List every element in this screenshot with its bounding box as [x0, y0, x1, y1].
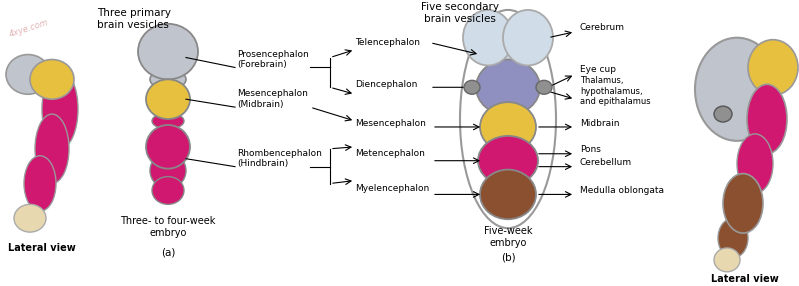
Ellipse shape: [152, 113, 184, 129]
Ellipse shape: [486, 34, 530, 69]
Text: Mesencephalon
(Midbrain): Mesencephalon (Midbrain): [237, 90, 308, 109]
Text: Lateral view: Lateral view: [711, 274, 779, 284]
Ellipse shape: [24, 156, 56, 211]
Text: Metencephalon: Metencephalon: [355, 149, 425, 158]
Text: Thalamus,
hypothalamus,
and epithalamus: Thalamus, hypothalamus, and epithalamus: [580, 76, 650, 106]
Ellipse shape: [152, 176, 184, 204]
Text: Eye cup: Eye cup: [580, 65, 616, 74]
Text: Three primary
brain vesicles: Three primary brain vesicles: [97, 8, 171, 29]
Text: Prosencephalon
(Forebrain): Prosencephalon (Forebrain): [237, 50, 308, 69]
Ellipse shape: [463, 10, 513, 65]
Text: 4xye.com: 4xye.com: [8, 18, 50, 39]
Ellipse shape: [714, 248, 740, 272]
Text: Five-week
embryo: Five-week embryo: [483, 226, 532, 248]
Ellipse shape: [14, 204, 46, 232]
Text: Five secondary
brain vesicles: Five secondary brain vesicles: [421, 2, 499, 23]
Ellipse shape: [737, 134, 773, 193]
Ellipse shape: [478, 136, 538, 186]
Text: Mesencephalon: Mesencephalon: [355, 120, 426, 128]
Text: Cerebellum: Cerebellum: [580, 158, 632, 167]
Text: Telencephalon: Telencephalon: [355, 38, 420, 47]
Text: Three- to four-week
embryo: Three- to four-week embryo: [121, 216, 216, 238]
Ellipse shape: [30, 59, 74, 99]
Ellipse shape: [536, 80, 552, 94]
Text: Lateral view: Lateral view: [8, 243, 76, 253]
Ellipse shape: [476, 59, 540, 115]
Text: Medulla oblongata: Medulla oblongata: [580, 186, 664, 195]
Text: Midbrain: Midbrain: [580, 118, 619, 128]
Ellipse shape: [6, 55, 50, 94]
Ellipse shape: [150, 153, 186, 188]
Ellipse shape: [150, 69, 186, 89]
Ellipse shape: [146, 79, 190, 119]
Text: (a): (a): [161, 248, 175, 258]
Ellipse shape: [695, 38, 779, 141]
Ellipse shape: [718, 218, 748, 258]
Ellipse shape: [35, 114, 69, 184]
Text: Diencephalon: Diencephalon: [355, 80, 417, 89]
Text: (b): (b): [501, 253, 515, 263]
Ellipse shape: [146, 125, 190, 169]
Ellipse shape: [503, 10, 553, 65]
Ellipse shape: [460, 10, 556, 228]
Text: Cerebrum: Cerebrum: [580, 23, 625, 32]
Ellipse shape: [748, 40, 798, 95]
Ellipse shape: [464, 80, 480, 94]
Text: Rhombencephalon
(Hindbrain): Rhombencephalon (Hindbrain): [237, 149, 322, 168]
Ellipse shape: [714, 106, 732, 122]
Ellipse shape: [723, 174, 763, 233]
Ellipse shape: [480, 102, 536, 152]
Text: Pons: Pons: [580, 145, 601, 154]
Ellipse shape: [42, 69, 78, 149]
Ellipse shape: [138, 24, 198, 79]
Ellipse shape: [480, 170, 536, 219]
Text: Myelencephalon: Myelencephalon: [355, 184, 429, 193]
Ellipse shape: [747, 84, 787, 154]
